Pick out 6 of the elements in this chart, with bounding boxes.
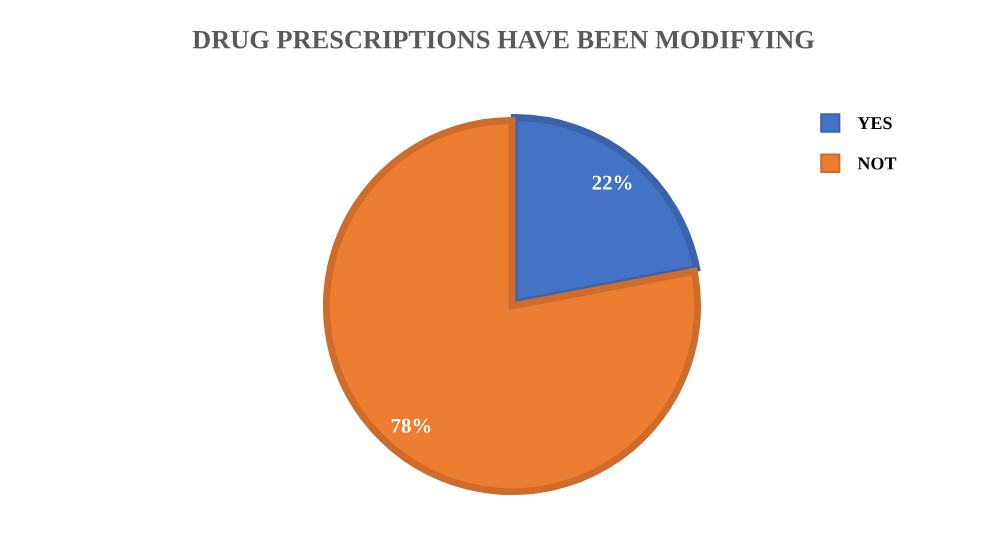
legend-label: YES (857, 117, 892, 130)
data-label: 22% (592, 175, 632, 190)
pie-slice (322, 116, 702, 496)
data-label: 78% (391, 418, 431, 433)
legend-label: NOT (857, 157, 897, 170)
chart-title: DRUG PRESCRIPTIONS HAVE BEEN MODIFYING (192, 30, 815, 49)
